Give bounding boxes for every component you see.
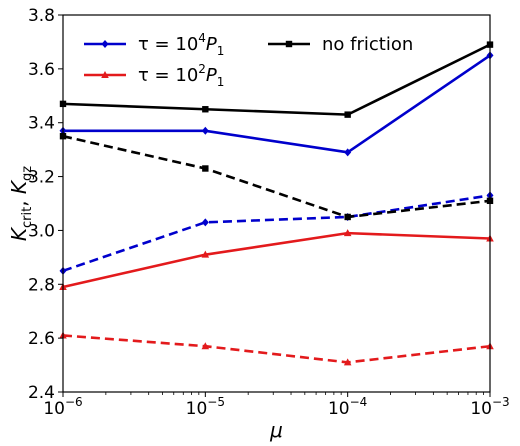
y-tick-label: 3.4 bbox=[28, 114, 55, 134]
series-line-1 bbox=[62, 231, 491, 289]
data-point bbox=[343, 358, 352, 366]
series-3 bbox=[59, 191, 494, 275]
data-point bbox=[343, 229, 352, 237]
legend-marker bbox=[285, 40, 293, 48]
legend: τ = 104P1 τ = 102P1 no friction bbox=[84, 31, 413, 89]
x-tick-label: 10−4 bbox=[328, 395, 367, 419]
series-line-3 bbox=[62, 194, 491, 273]
legend-marker bbox=[101, 71, 109, 78]
y-tick-label: 3.0 bbox=[28, 221, 55, 241]
x-tick-label: 10−5 bbox=[186, 395, 225, 419]
x-tick-label: 10−6 bbox=[43, 395, 82, 419]
series-line-2 bbox=[62, 43, 491, 116]
y-tick-label: 3.6 bbox=[28, 60, 55, 80]
series-layer bbox=[59, 41, 494, 366]
y-tick-label: 3.2 bbox=[28, 168, 55, 188]
series-2 bbox=[59, 41, 494, 118]
x-tick-label: 10−3 bbox=[470, 395, 509, 419]
data-point bbox=[202, 106, 209, 113]
series-1 bbox=[59, 229, 494, 290]
y-tick-label: 2.6 bbox=[28, 329, 55, 349]
legend-item-2: no friction bbox=[268, 34, 413, 55]
series-line-4 bbox=[62, 334, 491, 364]
data-point bbox=[344, 213, 351, 221]
y-tick-label: 2.8 bbox=[28, 275, 55, 295]
series-0 bbox=[59, 51, 494, 157]
data-point bbox=[201, 218, 209, 227]
series-line-0 bbox=[63, 54, 491, 154]
data-point bbox=[201, 342, 210, 350]
data-point bbox=[344, 148, 352, 157]
legend-label: τ = 102P1 bbox=[138, 62, 224, 89]
y-axis-label: Kcrit, Kgz bbox=[7, 166, 35, 241]
data-point bbox=[201, 126, 209, 135]
legend-label: τ = 104P1 bbox=[138, 31, 224, 58]
y-tick-label: 2.4 bbox=[28, 383, 55, 403]
series-line-5 bbox=[62, 134, 491, 219]
plot-frame bbox=[62, 14, 491, 393]
ticks-layer: 2.4 2.6 2.8 3.0 3.2 3.4 3.6 3.8 10−6 10−5 10−4 10−3 bbox=[28, 6, 510, 419]
data-point bbox=[344, 111, 351, 118]
y-tick-label: 3.8 bbox=[28, 6, 55, 26]
series-5 bbox=[59, 132, 494, 221]
series-4 bbox=[59, 331, 494, 366]
legend-item-1: τ = 102P1 bbox=[84, 62, 224, 89]
legend-marker bbox=[101, 40, 109, 48]
data-point bbox=[202, 165, 209, 172]
legend-item-0: τ = 104P1 bbox=[84, 31, 224, 58]
legend-label: no friction bbox=[322, 34, 413, 55]
x-axis-label: μ bbox=[269, 418, 283, 442]
data-point bbox=[201, 250, 210, 258]
